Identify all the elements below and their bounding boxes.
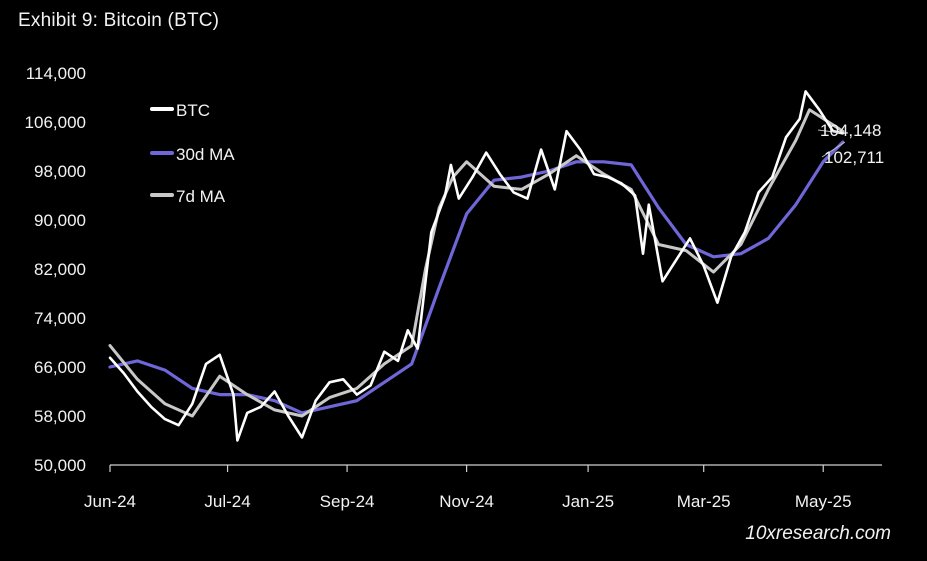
series-line-30d-ma (108, 140, 845, 415)
watermark: 10xresearch.com (745, 523, 891, 544)
ma30-end-label: 102,711 (824, 148, 884, 167)
y-tick-label: 74,000 (34, 309, 86, 328)
legend-label: 30d MA (176, 145, 235, 164)
x-tick-label: May-25 (795, 492, 852, 511)
chart-title: Exhibit 9: Bitcoin (BTC) (18, 10, 220, 31)
y-tick-label: 50,000 (34, 456, 86, 475)
y-tick-label: 98,000 (34, 162, 86, 181)
series-lines (108, 90, 845, 442)
y-tick-label: 114,000 (26, 64, 86, 83)
x-tick-label: Sep-24 (320, 492, 375, 511)
legend-label: 7d MA (176, 187, 226, 206)
y-tick-label: 66,000 (34, 358, 86, 377)
end-label-leader (821, 141, 846, 158)
series-line-btc (108, 90, 845, 442)
legend-label: BTC (176, 101, 210, 120)
axes: 50,000 58,000 66,000 74,000 82,000 90,000 98,0… (25, 64, 882, 511)
x-tick-label: Jan-25 (562, 492, 614, 511)
x-tick-label: Jun-24 (84, 492, 136, 511)
series-line-7d-ma (108, 108, 845, 418)
legend: BTC 30d MA 7d MA (150, 101, 235, 206)
y-tick-label: 90,000 (34, 211, 86, 230)
end-labels: 104,148 102,711 (817, 121, 884, 167)
y-tick-label: 106,000 (25, 113, 86, 132)
x-tick-label: Mar-25 (677, 492, 731, 511)
btc-end-label: 104,148 (820, 121, 881, 140)
y-tick-label: 82,000 (34, 260, 86, 279)
x-tick-label: Nov-24 (439, 492, 494, 511)
x-tick-label: Jul-24 (204, 492, 250, 511)
end-label-leader (817, 129, 845, 134)
y-tick-label: 58,000 (34, 407, 86, 426)
